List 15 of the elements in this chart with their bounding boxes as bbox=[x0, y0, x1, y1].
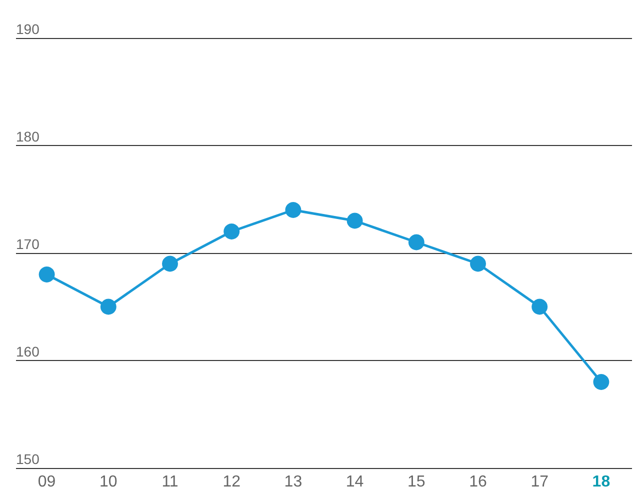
y-tick-label: 180 bbox=[16, 128, 40, 144]
x-tick-label: 14 bbox=[346, 474, 364, 490]
x-tick-label: 18 bbox=[592, 474, 610, 490]
x-tick-label: 15 bbox=[408, 474, 426, 490]
x-tick-label: 16 bbox=[469, 474, 487, 490]
x-tick-label: 09 bbox=[38, 474, 56, 490]
x-tick-label: 11 bbox=[162, 474, 178, 490]
x-tick-label: 10 bbox=[100, 474, 118, 490]
x-tick-label: 13 bbox=[284, 474, 302, 490]
y-tick-label: 170 bbox=[16, 236, 40, 252]
x-tick-label: 12 bbox=[222, 474, 241, 490]
y-tick-label: 160 bbox=[16, 344, 40, 360]
y-tick-label: 190 bbox=[16, 21, 40, 37]
x-tick-label: 17 bbox=[530, 474, 549, 490]
y-tick-label: 150 bbox=[16, 451, 40, 467]
